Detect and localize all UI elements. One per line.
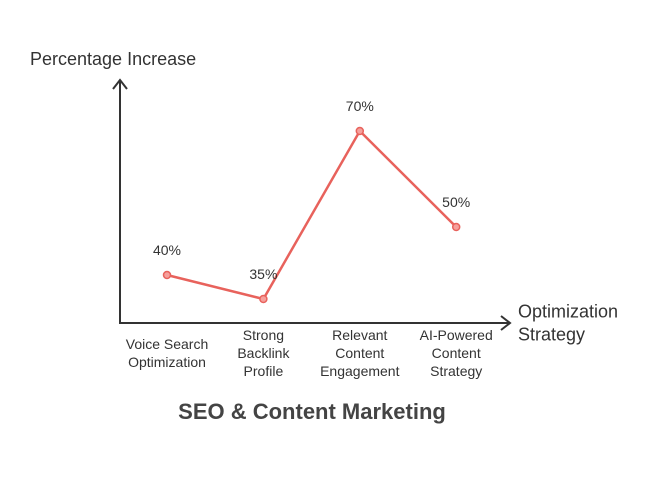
y-axis-label: Percentage Increase: [30, 49, 196, 69]
line: [166, 128, 458, 301]
x-tick-label: Voice Search Optimization: [126, 336, 209, 370]
x-axis-arrow: [500, 315, 512, 331]
point: [355, 126, 365, 136]
point: [259, 294, 268, 304]
value-label: 35%: [249, 266, 277, 282]
value-label: 50%: [442, 194, 470, 210]
y-axis-arrow: [112, 78, 128, 90]
value-label: 40%: [153, 242, 181, 258]
x-tick-label: AI-Powered Content Strategy: [420, 327, 493, 379]
value-label: 70%: [346, 98, 374, 114]
chart-title: SEO & Content Marketing: [178, 399, 446, 424]
point: [162, 270, 172, 280]
point: [451, 222, 461, 232]
x-axis-label: Optimization Strategy: [518, 301, 618, 344]
x-tick-label: Strong Backlink Profile: [237, 327, 290, 379]
x-tick-label: Relevant Content Engagement: [320, 327, 400, 379]
